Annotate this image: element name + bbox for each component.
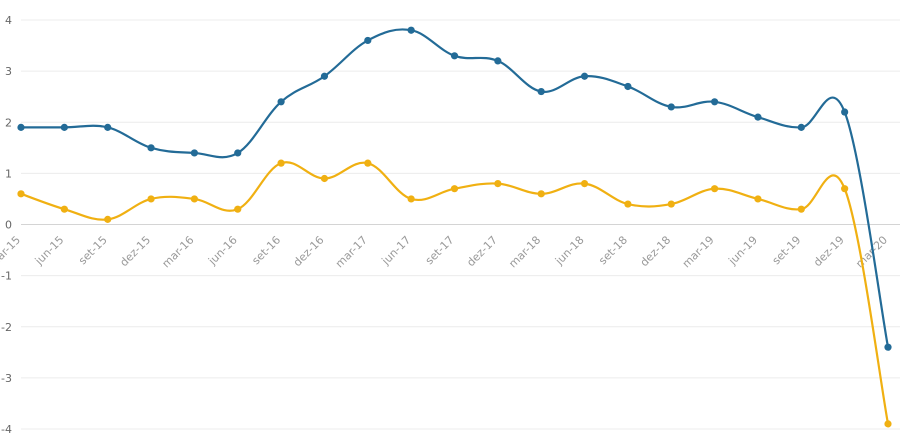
data-point-series-1[interactable] (797, 123, 805, 131)
data-point-series-2[interactable] (537, 190, 545, 198)
x-tick-label: mar-19 (680, 233, 717, 270)
x-tick-label: dez-16 (291, 233, 327, 269)
data-point-series-2[interactable] (450, 185, 459, 193)
series-line-2 (19, 161, 890, 425)
data-point-series-1[interactable] (537, 87, 545, 96)
data-point-series-2[interactable] (364, 159, 372, 167)
x-tick-label: set-16 (249, 233, 283, 267)
data-point-series-2[interactable] (320, 174, 329, 183)
data-point-series-2[interactable] (234, 205, 242, 213)
y-tick-label: 1 (5, 167, 12, 180)
x-tick-label: set-19 (770, 233, 804, 267)
data-point-series-1[interactable] (754, 113, 762, 121)
data-point-series-1[interactable] (580, 72, 589, 80)
x-tick-label: dez-15 (117, 233, 153, 269)
y-tick-label: 4 (5, 14, 12, 27)
data-point-series-1[interactable] (667, 103, 675, 111)
data-point-series-1[interactable] (277, 98, 285, 106)
x-tick-label: mar-17 (333, 233, 370, 270)
data-point-series-1[interactable] (407, 26, 415, 34)
data-points (17, 26, 892, 428)
data-point-series-1[interactable] (841, 108, 849, 116)
data-point-series-1[interactable] (884, 343, 892, 351)
data-point-series-1[interactable] (364, 36, 372, 45)
y-tick-label: -3 (1, 372, 12, 385)
data-point-series-1[interactable] (711, 98, 719, 106)
series-lines (19, 28, 890, 425)
data-point-series-1[interactable] (450, 52, 459, 60)
data-point-series-2[interactable] (190, 195, 198, 203)
x-tick-label: set-18 (596, 233, 630, 267)
data-point-series-2[interactable] (147, 195, 155, 203)
data-point-series-1[interactable] (60, 123, 68, 131)
x-tick-label: dez-18 (638, 233, 674, 269)
y-tick-label: 2 (5, 116, 12, 129)
x-tick-label: jun-18 (552, 233, 587, 268)
x-tick-label: mar-16 (160, 233, 197, 270)
data-point-series-2[interactable] (580, 180, 589, 188)
y-tick-label: 3 (5, 65, 12, 78)
x-tick-label: dez-19 (811, 233, 847, 269)
y-tick-label: -1 (1, 270, 12, 283)
x-tick-label: set-15 (76, 233, 110, 267)
data-point-series-2[interactable] (754, 195, 762, 203)
x-tick-label: jun-15 (32, 233, 67, 268)
data-point-series-1[interactable] (190, 149, 198, 157)
x-tick-label: jun-19 (725, 233, 760, 268)
data-point-series-2[interactable] (841, 185, 849, 193)
y-tick-label: -4 (1, 423, 12, 436)
y-tick-label: -2 (1, 321, 12, 334)
data-point-series-2[interactable] (494, 180, 502, 188)
x-tick-label: jun-16 (205, 233, 240, 268)
x-axis-ticks: mar-15 jun-15 set-15 dez-15 mar-16 jun-16 set-… (0, 233, 890, 270)
data-point-series-1[interactable] (234, 149, 242, 157)
data-point-series-1[interactable] (320, 72, 329, 80)
x-tick-label: jun-17 (379, 233, 414, 268)
x-tick-label: mar-18 (506, 233, 543, 270)
data-point-series-1[interactable] (624, 82, 632, 91)
data-point-series-1[interactable] (147, 144, 155, 152)
series-line-1 (19, 28, 890, 349)
data-point-series-2[interactable] (884, 420, 892, 428)
x-tick-label: mar-15 (0, 233, 23, 270)
data-point-series-2[interactable] (60, 205, 68, 213)
data-point-series-2[interactable] (277, 159, 285, 167)
x-tick-label: dez-17 (464, 233, 500, 269)
data-point-series-2[interactable] (17, 190, 25, 198)
data-point-series-2[interactable] (797, 205, 805, 213)
data-point-series-2[interactable] (711, 185, 719, 193)
data-point-series-2[interactable] (624, 200, 632, 208)
x-tick-label: set-17 (423, 233, 457, 267)
data-point-series-1[interactable] (104, 123, 112, 131)
y-axis-ticks: 4 3 2 1 0 -1 -2 -3 -4 (1, 14, 12, 436)
data-point-series-1[interactable] (17, 123, 25, 131)
data-point-series-2[interactable] (104, 215, 112, 223)
grid-lines (21, 19, 900, 430)
y-tick-label: 0 (5, 219, 12, 232)
data-point-series-2[interactable] (407, 195, 415, 203)
data-point-series-1[interactable] (494, 57, 502, 65)
data-point-series-2[interactable] (667, 200, 675, 208)
